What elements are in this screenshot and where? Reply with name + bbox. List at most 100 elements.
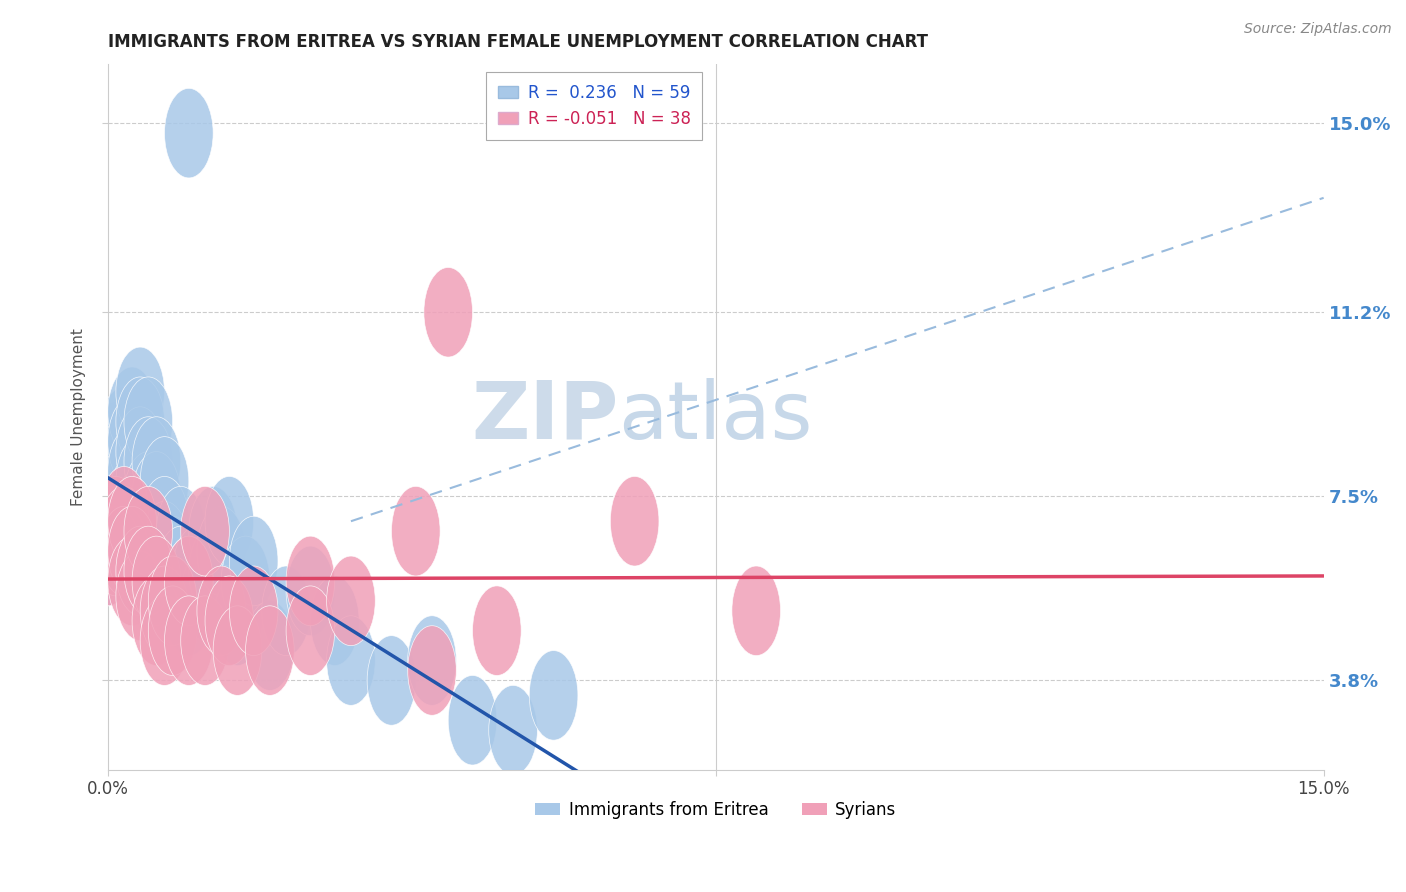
- Ellipse shape: [221, 536, 270, 625]
- Ellipse shape: [100, 387, 148, 476]
- Ellipse shape: [156, 486, 205, 576]
- Ellipse shape: [100, 467, 148, 556]
- Ellipse shape: [108, 507, 156, 596]
- Ellipse shape: [165, 536, 214, 625]
- Ellipse shape: [165, 536, 214, 625]
- Ellipse shape: [733, 566, 780, 656]
- Ellipse shape: [132, 486, 181, 576]
- Ellipse shape: [108, 397, 156, 486]
- Ellipse shape: [91, 437, 141, 526]
- Ellipse shape: [124, 526, 173, 615]
- Ellipse shape: [108, 516, 156, 606]
- Ellipse shape: [91, 476, 141, 566]
- Ellipse shape: [108, 426, 156, 516]
- Ellipse shape: [285, 536, 335, 625]
- Ellipse shape: [610, 476, 659, 566]
- Ellipse shape: [367, 636, 416, 725]
- Ellipse shape: [108, 476, 156, 566]
- Ellipse shape: [408, 615, 457, 706]
- Ellipse shape: [132, 516, 181, 606]
- Ellipse shape: [141, 437, 188, 526]
- Ellipse shape: [262, 566, 311, 656]
- Ellipse shape: [141, 566, 188, 656]
- Ellipse shape: [229, 516, 278, 606]
- Ellipse shape: [100, 507, 148, 596]
- Ellipse shape: [197, 507, 246, 596]
- Ellipse shape: [124, 486, 173, 576]
- Text: atlas: atlas: [619, 377, 813, 456]
- Ellipse shape: [91, 401, 141, 491]
- Ellipse shape: [132, 576, 181, 665]
- Ellipse shape: [100, 447, 148, 536]
- Ellipse shape: [141, 501, 188, 591]
- Ellipse shape: [489, 685, 537, 775]
- Ellipse shape: [229, 566, 278, 656]
- Ellipse shape: [115, 377, 165, 467]
- Ellipse shape: [472, 586, 522, 675]
- Ellipse shape: [165, 596, 214, 685]
- Ellipse shape: [124, 516, 173, 606]
- Ellipse shape: [391, 486, 440, 576]
- Text: Source: ZipAtlas.com: Source: ZipAtlas.com: [1244, 22, 1392, 37]
- Ellipse shape: [449, 675, 496, 765]
- Ellipse shape: [285, 586, 335, 675]
- Ellipse shape: [156, 526, 205, 615]
- Ellipse shape: [115, 467, 165, 556]
- Ellipse shape: [423, 268, 472, 357]
- Ellipse shape: [124, 451, 173, 541]
- Ellipse shape: [124, 486, 173, 576]
- Ellipse shape: [311, 576, 359, 665]
- Ellipse shape: [124, 417, 173, 507]
- Ellipse shape: [188, 526, 238, 615]
- Ellipse shape: [100, 486, 148, 576]
- Ellipse shape: [141, 596, 188, 685]
- Ellipse shape: [132, 417, 181, 507]
- Ellipse shape: [214, 576, 262, 665]
- Ellipse shape: [100, 417, 148, 507]
- Ellipse shape: [108, 536, 156, 625]
- Ellipse shape: [529, 650, 578, 740]
- Ellipse shape: [165, 88, 214, 178]
- Ellipse shape: [205, 576, 253, 665]
- Ellipse shape: [132, 451, 181, 541]
- Ellipse shape: [197, 566, 246, 656]
- Ellipse shape: [132, 536, 181, 625]
- Ellipse shape: [181, 551, 229, 640]
- Ellipse shape: [115, 526, 165, 615]
- Ellipse shape: [115, 551, 165, 640]
- Ellipse shape: [148, 556, 197, 646]
- Ellipse shape: [83, 486, 132, 576]
- Ellipse shape: [246, 601, 294, 690]
- Ellipse shape: [326, 556, 375, 646]
- Ellipse shape: [165, 566, 214, 656]
- Ellipse shape: [326, 615, 375, 706]
- Ellipse shape: [181, 486, 229, 576]
- Ellipse shape: [173, 526, 221, 615]
- Ellipse shape: [285, 546, 335, 636]
- Ellipse shape: [91, 467, 141, 556]
- Ellipse shape: [83, 516, 132, 606]
- Ellipse shape: [181, 596, 229, 685]
- Ellipse shape: [214, 606, 262, 696]
- Text: IMMIGRANTS FROM ERITREA VS SYRIAN FEMALE UNEMPLOYMENT CORRELATION CHART: IMMIGRANTS FROM ERITREA VS SYRIAN FEMALE…: [108, 33, 928, 51]
- Ellipse shape: [148, 551, 197, 640]
- Ellipse shape: [108, 367, 156, 457]
- Ellipse shape: [108, 486, 156, 576]
- Ellipse shape: [124, 536, 173, 625]
- Ellipse shape: [408, 625, 457, 715]
- Text: ZIP: ZIP: [471, 377, 619, 456]
- Ellipse shape: [115, 407, 165, 496]
- Legend: Immigrants from Eritrea, Syrians: Immigrants from Eritrea, Syrians: [529, 794, 903, 825]
- Ellipse shape: [115, 437, 165, 526]
- Y-axis label: Female Unemployment: Female Unemployment: [72, 328, 86, 506]
- Ellipse shape: [246, 606, 294, 696]
- Ellipse shape: [115, 347, 165, 437]
- Ellipse shape: [91, 507, 141, 596]
- Ellipse shape: [115, 501, 165, 591]
- Ellipse shape: [100, 476, 148, 566]
- Ellipse shape: [205, 476, 253, 566]
- Ellipse shape: [188, 486, 238, 576]
- Ellipse shape: [83, 516, 132, 606]
- Ellipse shape: [148, 516, 197, 606]
- Ellipse shape: [148, 586, 197, 675]
